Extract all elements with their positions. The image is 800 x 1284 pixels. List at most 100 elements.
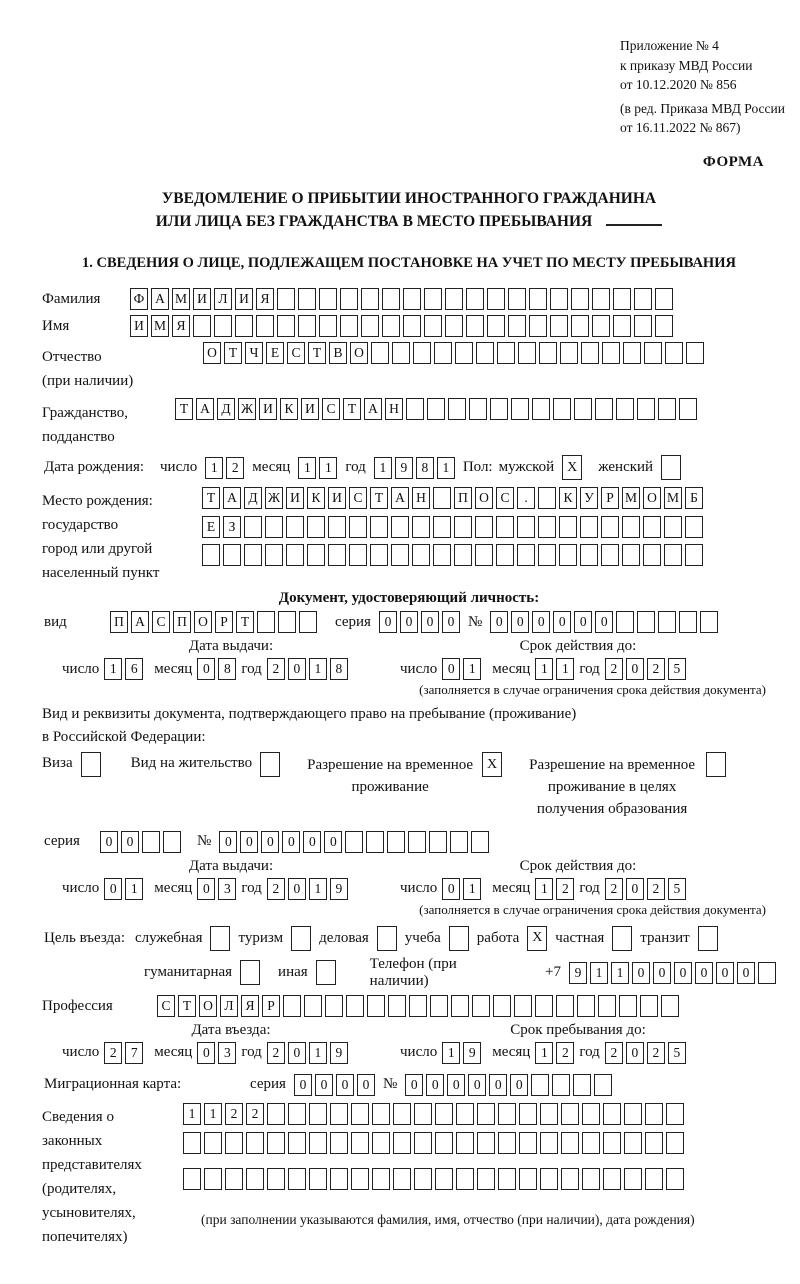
char-cell[interactable] bbox=[445, 315, 463, 338]
purpose-work-checkbox[interactable]: X bbox=[527, 925, 548, 951]
char-cell[interactable] bbox=[393, 1167, 411, 1190]
char-cell[interactable]: 0 bbox=[287, 877, 306, 900]
char-cell[interactable] bbox=[406, 398, 424, 421]
char-cell[interactable]: 1 bbox=[104, 658, 123, 681]
char-cell[interactable] bbox=[477, 1131, 495, 1154]
char-cell[interactable] bbox=[393, 1102, 411, 1125]
char-cell[interactable]: З bbox=[223, 516, 241, 539]
char-cell[interactable]: Д bbox=[244, 487, 262, 510]
char-cell[interactable]: 0 bbox=[405, 1073, 424, 1096]
char-cell[interactable]: О bbox=[203, 342, 221, 365]
char-cell[interactable]: 9 bbox=[463, 1041, 482, 1064]
birth-place-input-row3[interactable] bbox=[202, 544, 703, 567]
char-cell[interactable]: П bbox=[173, 611, 191, 634]
char-cell[interactable] bbox=[603, 1167, 621, 1190]
char-cell[interactable] bbox=[645, 1131, 663, 1154]
char-cell[interactable]: О bbox=[475, 487, 493, 510]
char-cell[interactable]: 0 bbox=[314, 1073, 333, 1096]
char-cell[interactable]: И bbox=[130, 315, 148, 338]
char-cell[interactable] bbox=[319, 288, 337, 311]
char-cell[interactable]: Я bbox=[241, 994, 259, 1017]
char-cell[interactable]: 3 bbox=[218, 877, 237, 900]
char-cell[interactable]: 0 bbox=[399, 611, 418, 634]
char-cell[interactable]: Р bbox=[601, 487, 619, 510]
char-cell[interactable]: 2 bbox=[646, 658, 665, 681]
char-cell[interactable] bbox=[603, 1131, 621, 1154]
char-cell[interactable] bbox=[487, 288, 505, 311]
char-cell[interactable] bbox=[427, 398, 445, 421]
char-cell[interactable] bbox=[382, 288, 400, 311]
char-cell[interactable]: 0 bbox=[442, 877, 461, 900]
char-cell[interactable]: 0 bbox=[441, 611, 460, 634]
char-cell[interactable] bbox=[518, 342, 536, 365]
char-cell[interactable] bbox=[387, 830, 406, 853]
char-cell[interactable] bbox=[685, 516, 703, 539]
char-cell[interactable] bbox=[514, 994, 532, 1017]
char-cell[interactable] bbox=[577, 994, 595, 1017]
char-cell[interactable]: 2 bbox=[556, 877, 575, 900]
char-cell[interactable] bbox=[603, 1102, 621, 1125]
char-cell[interactable] bbox=[202, 544, 220, 567]
char-cell[interactable]: Т bbox=[202, 487, 220, 510]
char-cell[interactable] bbox=[288, 1131, 306, 1154]
char-cell[interactable] bbox=[538, 544, 556, 567]
char-cell[interactable] bbox=[661, 994, 679, 1017]
char-cell[interactable] bbox=[414, 1102, 432, 1125]
char-cell[interactable]: 1 bbox=[442, 1041, 461, 1064]
char-cell[interactable]: 0 bbox=[511, 611, 530, 634]
char-cell[interactable] bbox=[645, 1102, 663, 1125]
char-cell[interactable] bbox=[204, 1131, 222, 1154]
residence-permit-checkbox[interactable] bbox=[260, 752, 281, 778]
char-cell[interactable]: 2 bbox=[604, 658, 623, 681]
char-cell[interactable] bbox=[414, 1131, 432, 1154]
char-cell[interactable] bbox=[561, 1131, 579, 1154]
char-cell[interactable] bbox=[340, 288, 358, 311]
char-cell[interactable] bbox=[613, 288, 631, 311]
char-cell[interactable]: А bbox=[131, 611, 149, 634]
char-cell[interactable]: 2 bbox=[646, 877, 665, 900]
char-cell[interactable] bbox=[235, 315, 253, 338]
char-cell[interactable] bbox=[330, 1102, 348, 1125]
purpose-humanitarian-checkbox[interactable] bbox=[240, 960, 261, 986]
representatives-input-row3[interactable] bbox=[183, 1167, 684, 1190]
char-cell[interactable]: Е bbox=[202, 516, 220, 539]
char-cell[interactable] bbox=[225, 1131, 243, 1154]
char-cell[interactable] bbox=[367, 994, 385, 1017]
char-cell[interactable] bbox=[456, 1131, 474, 1154]
char-cell[interactable] bbox=[328, 516, 346, 539]
char-cell[interactable]: Т bbox=[175, 398, 193, 421]
char-cell[interactable]: 0 bbox=[219, 830, 238, 853]
char-cell[interactable]: 1 bbox=[611, 961, 629, 984]
char-cell[interactable] bbox=[622, 516, 640, 539]
char-cell[interactable]: 1 bbox=[590, 961, 608, 984]
char-cell[interactable] bbox=[403, 288, 421, 311]
char-cell[interactable] bbox=[366, 830, 385, 853]
char-cell[interactable]: 0 bbox=[625, 877, 644, 900]
char-cell[interactable] bbox=[286, 544, 304, 567]
char-cell[interactable]: 0 bbox=[356, 1073, 375, 1096]
char-cell[interactable] bbox=[267, 1102, 285, 1125]
char-cell[interactable] bbox=[497, 342, 515, 365]
char-cell[interactable] bbox=[435, 1167, 453, 1190]
char-cell[interactable] bbox=[686, 342, 704, 365]
char-cell[interactable] bbox=[624, 1167, 642, 1190]
char-cell[interactable] bbox=[644, 342, 662, 365]
char-cell[interactable]: С bbox=[496, 487, 514, 510]
char-cell[interactable] bbox=[225, 1167, 243, 1190]
char-cell[interactable] bbox=[601, 544, 619, 567]
purpose-tourism-checkbox[interactable] bbox=[291, 925, 312, 951]
char-cell[interactable] bbox=[372, 1102, 390, 1125]
char-cell[interactable]: 0 bbox=[261, 830, 280, 853]
char-cell[interactable]: 2 bbox=[604, 877, 623, 900]
char-cell[interactable] bbox=[267, 1131, 285, 1154]
